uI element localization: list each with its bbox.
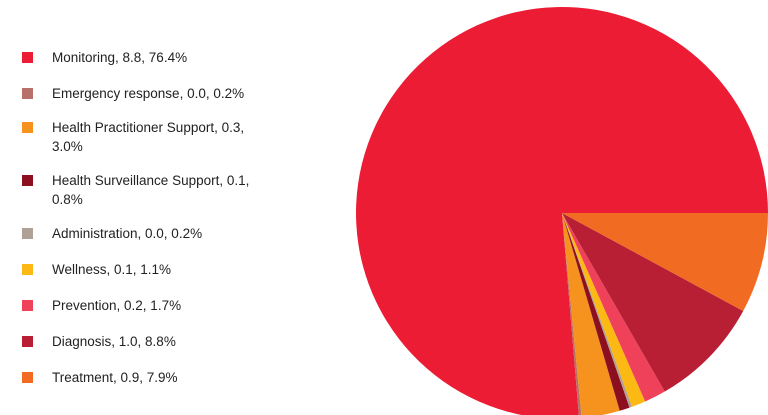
legend-item-wellness: Wellness, 0.1, 1.1% — [22, 260, 272, 279]
legend-item-diagnosis: Diagnosis, 1.0, 8.8% — [22, 332, 272, 351]
legend-item-emergency-response: Emergency response, 0.0, 0.2% — [22, 84, 272, 103]
legend-item-treatment: Treatment, 0.9, 7.9% — [22, 368, 272, 387]
pie-slice-treatment — [562, 213, 768, 312]
pie-slice-wellness — [562, 213, 646, 407]
legend-swatch-emergency-response — [22, 88, 33, 99]
legend-swatch-diagnosis — [22, 336, 33, 347]
legend-label-emergency-response: Emergency response, 0.0, 0.2% — [52, 86, 245, 101]
legend-swatch-health-surveillance-support — [22, 175, 33, 186]
legend-item-health-practitioner-support: Health Practitioner Support, 0.3, 3.0% — [22, 118, 272, 156]
legend-label-treatment: Treatment, 0.9, 7.9% — [52, 370, 178, 385]
legend-label-wellness: Wellness, 0.1, 1.1% — [52, 262, 172, 277]
pie-slice-prevention — [562, 213, 665, 402]
legend-label-monitoring: Monitoring, 8.8, 76.4% — [52, 50, 188, 65]
pie-slice-administration — [562, 213, 633, 408]
legend-swatch-prevention — [22, 300, 33, 311]
legend-item-health-surveillance-support: Health Surveillance Support, 0.1, 0.8% — [22, 171, 272, 209]
legend-label-administration: Administration, 0.0, 0.2% — [52, 226, 203, 241]
pie-chart — [356, 7, 768, 415]
legend-item-prevention: Prevention, 0.2, 1.7% — [22, 296, 272, 315]
legend-swatch-monitoring — [22, 52, 33, 63]
legend-label-health-practitioner-support: Health Practitioner Support, 0.3, 3.0% — [52, 120, 245, 154]
pie-slice-monitoring — [356, 7, 768, 415]
chart-legend: Monitoring, 8.8, 76.4% Emergency respons… — [22, 48, 272, 404]
pie-slice-health-practitioner-support — [562, 213, 620, 415]
pie-slice-health-surveillance-support — [562, 213, 630, 411]
legend-item-administration: Administration, 0.0, 0.2% — [22, 224, 272, 243]
legend-swatch-treatment — [22, 372, 33, 383]
pie-slice-diagnosis — [562, 213, 744, 392]
legend-label-prevention: Prevention, 0.2, 1.7% — [52, 298, 182, 313]
legend-swatch-health-practitioner-support — [22, 122, 33, 133]
legend-label-diagnosis: Diagnosis, 1.0, 8.8% — [52, 334, 176, 349]
legend-label-health-surveillance-support: Health Surveillance Support, 0.1, 0.8% — [52, 173, 250, 207]
legend-swatch-administration — [22, 228, 33, 239]
legend-swatch-wellness — [22, 264, 33, 275]
legend-item-monitoring: Monitoring, 8.8, 76.4% — [22, 48, 272, 67]
